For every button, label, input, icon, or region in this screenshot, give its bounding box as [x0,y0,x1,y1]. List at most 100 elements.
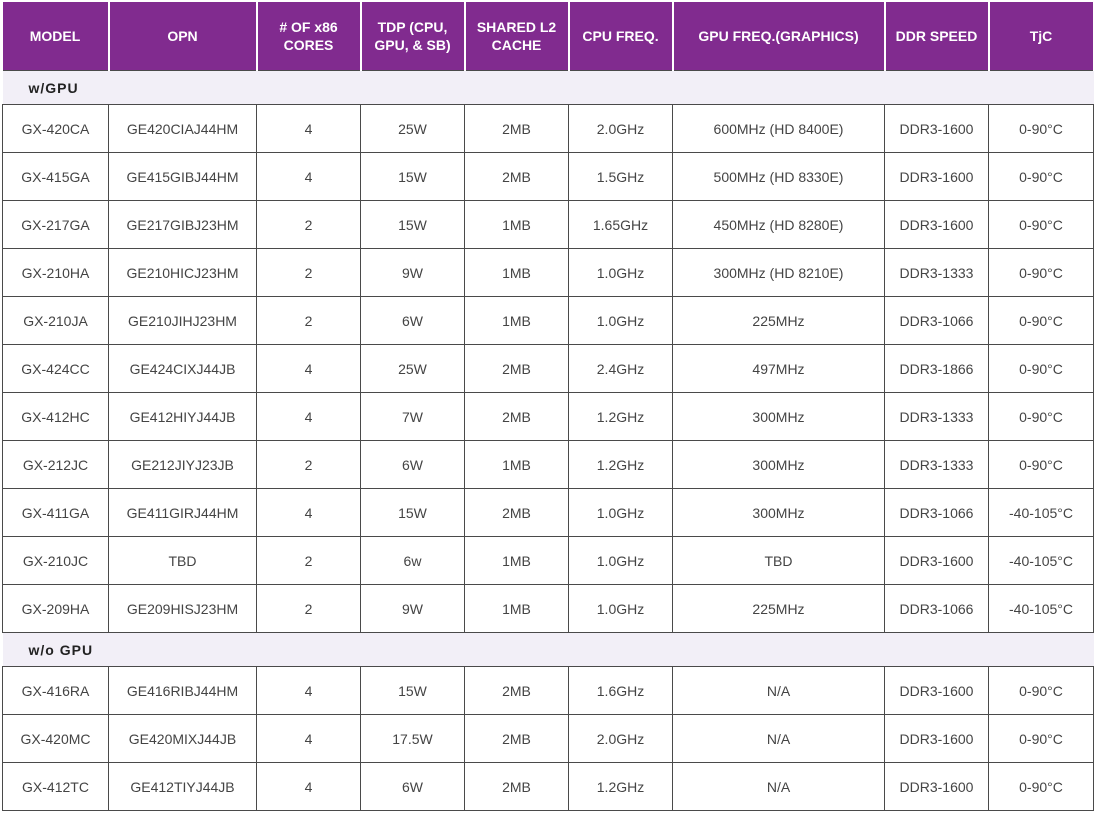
header-tdp: TDP (CPU, GPU, & SB) [359,2,466,71]
cell-model: GX-416RA [2,666,109,715]
cell-gpu-freq: N/A [672,762,885,811]
cell-cpu-freq: 1.6GHz [568,666,673,715]
section-row: w/o GPU [2,632,1094,667]
cell-opn: GE412HIYJ44JB [108,392,257,441]
cell-gpu-freq: 500MHz (HD 8330E) [672,152,885,201]
cell-gpu-freq: 300MHz [672,440,885,489]
cell-model: GX-210HA [2,248,109,297]
cell-l2-cache: 2MB [464,666,569,715]
cell-tdp: 17.5W [360,714,465,763]
cell-tjc: -40-105°C [988,488,1094,537]
cell-tjc: 0-90°C [988,666,1094,715]
cell-tjc: 0-90°C [988,248,1094,297]
cell-cpu-freq: 1.2GHz [568,762,673,811]
table-row: GX-209HA GE209HISJ23HM 2 9W 1MB 1.0GHz 225MHz D… [2,584,1094,633]
cell-ddr-speed: DDR3-1600 [884,714,989,763]
cell-cpu-freq: 1.2GHz [568,392,673,441]
cell-cores: 2 [256,200,361,249]
cell-cpu-freq: 1.0GHz [568,488,673,537]
cell-opn: GE420CIAJ44HM [108,104,257,153]
cell-l2-cache: 2MB [464,488,569,537]
cell-model: GX-415GA [2,152,109,201]
cell-cores: 4 [256,104,361,153]
cell-gpu-freq: 497MHz [672,344,885,393]
cell-tdp: 15W [360,488,465,537]
table-row: GX-212JC GE212JIYJ23JB 2 6W 1MB 1.2GHz 300MHz D… [2,440,1094,489]
cell-tdp: 6w [360,536,465,585]
cell-ddr-speed: DDR3-1600 [884,104,989,153]
header-opn: OPN [107,2,258,71]
cell-cores: 2 [256,248,361,297]
cell-cpu-freq: 2.0GHz [568,104,673,153]
header-model: MODEL [2,2,110,71]
cell-tdp: 15W [360,152,465,201]
cell-cpu-freq: 2.4GHz [568,344,673,393]
cell-cpu-freq: 2.0GHz [568,714,673,763]
cell-l2-cache: 2MB [464,104,569,153]
cell-gpu-freq: N/A [672,714,885,763]
cell-l2-cache: 2MB [464,714,569,763]
cell-l2-cache: 2MB [464,392,569,441]
cell-tdp: 6W [360,762,465,811]
cell-tjc: 0-90°C [988,762,1094,811]
cell-opn: GE212JIYJ23JB [108,440,257,489]
cell-cores: 4 [256,666,361,715]
cell-ddr-speed: DDR3-1333 [884,248,989,297]
cell-cores: 4 [256,488,361,537]
cell-model: GX-420MC [2,714,109,763]
header-row: MODEL OPN # OF x86 CORES TDP (CPU, GPU, & S… [2,2,1095,71]
table-row: GX-217GA GE217GIBJ23HM 2 15W 1MB 1.65GHz 450MH… [2,200,1094,249]
cell-tjc: 0-90°C [988,296,1094,345]
cell-tjc: 0-90°C [988,344,1094,393]
cell-cores: 4 [256,392,361,441]
cell-gpu-freq: 225MHz [672,584,885,633]
cell-tdp: 9W [360,584,465,633]
cell-cores: 2 [256,440,361,489]
cell-opn: GE424CIXJ44JB [108,344,257,393]
cell-l2-cache: 1MB [464,200,569,249]
table-row: GX-420CA GE420CIAJ44HM 4 25W 2MB 2.0GHz 600MHz… [2,104,1094,153]
cell-cores: 2 [256,584,361,633]
cell-l2-cache: 2MB [464,344,569,393]
cell-ddr-speed: DDR3-1600 [884,666,989,715]
cell-tdp: 6W [360,440,465,489]
cell-opn: GE415GIBJ44HM [108,152,257,201]
cell-l2-cache: 1MB [464,536,569,585]
cell-model: GX-420CA [2,104,109,153]
cell-cores: 4 [256,714,361,763]
cell-ddr-speed: DDR3-1333 [884,392,989,441]
table-row: GX-412TC GE412TIYJ44JB 4 6W 2MB 1.2GHz N/A DDR3… [2,762,1094,811]
cell-tjc: 0-90°C [988,104,1094,153]
cell-cpu-freq: 1.2GHz [568,440,673,489]
cell-cpu-freq: 1.0GHz [568,296,673,345]
header-ddr-speed: DDR SPEED [883,2,990,71]
cell-tjc: -40-105°C [988,584,1094,633]
cell-l2-cache: 2MB [464,152,569,201]
cell-tdp: 6W [360,296,465,345]
table-row: GX-210JC TBD 2 6w 1MB 1.0GHz TBD DDR3-1600 -40-1… [2,536,1094,585]
cell-tdp: 25W [360,344,465,393]
cell-tjc: -40-105°C [988,536,1094,585]
table-row: GX-210HA GE210HICJ23HM 2 9W 1MB 1.0GHz 300MHz … [2,248,1094,297]
cell-tjc: 0-90°C [988,200,1094,249]
header-cpu-freq: CPU FREQ. [567,2,674,71]
cell-opn: GE217GIBJ23HM [108,200,257,249]
cell-ddr-speed: DDR3-1066 [884,488,989,537]
cell-ddr-speed: DDR3-1866 [884,344,989,393]
cell-gpu-freq: 300MHz (HD 8210E) [672,248,885,297]
table-row: GX-411GA GE411GIRJ44HM 4 15W 2MB 1.0GHz 300MHz… [2,488,1094,537]
header-cores: # OF x86 CORES [255,2,362,71]
cell-ddr-speed: DDR3-1600 [884,200,989,249]
cell-tjc: 0-90°C [988,392,1094,441]
cell-model: GX-210JA [2,296,109,345]
cell-gpu-freq: N/A [672,666,885,715]
cell-cores: 4 [256,762,361,811]
cell-model: GX-217GA [2,200,109,249]
cell-ddr-speed: DDR3-1066 [884,584,989,633]
cell-tjc: 0-90°C [988,152,1094,201]
table-row: GX-415GA GE415GIBJ44HM 4 15W 2MB 1.5GHz 500MHz… [2,152,1094,201]
cell-model: GX-210JC [2,536,109,585]
header-l2-cache: SHARED L2 CACHE [463,2,570,71]
cell-cores: 4 [256,344,361,393]
cell-cpu-freq: 1.0GHz [568,248,673,297]
